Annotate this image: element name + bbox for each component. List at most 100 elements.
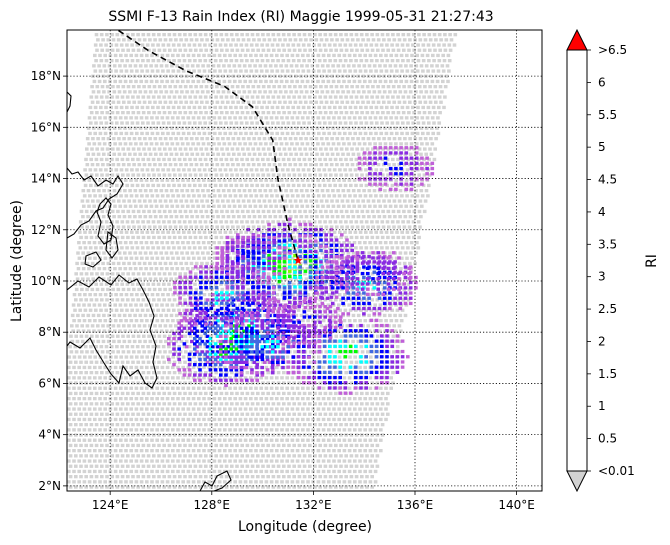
swath-pixel <box>343 59 348 63</box>
swath-pixel <box>385 220 390 224</box>
swath-pixel <box>118 241 123 245</box>
swath-pixel <box>264 417 269 422</box>
swath-pixel <box>87 241 92 245</box>
swath-pixel <box>129 376 133 380</box>
swath-pixel <box>305 126 309 130</box>
swath-pixel <box>226 324 230 328</box>
swath-pixel <box>299 152 304 156</box>
swath-pixel <box>108 178 112 182</box>
swath-pixel <box>200 38 204 42</box>
swath-pixel <box>143 199 147 203</box>
swath-pixel <box>183 48 188 52</box>
swath-pixel <box>140 43 145 47</box>
swath-pixel <box>148 199 152 203</box>
swath-pixel <box>297 59 301 63</box>
swath-pixel <box>354 360 359 364</box>
swath-pixel <box>263 313 267 318</box>
swath-pixel <box>148 313 153 318</box>
swath-pixel <box>275 53 279 58</box>
swath-pixel <box>434 90 439 94</box>
swath-pixel <box>222 204 226 208</box>
swath-pixel <box>252 38 256 42</box>
swath-pixel <box>247 199 251 203</box>
swath-pixel <box>74 391 78 396</box>
swath-pixel <box>214 402 218 406</box>
swath-pixel <box>165 407 170 411</box>
swath-pixel <box>172 371 177 375</box>
swath-pixel <box>182 246 187 250</box>
swath-pixel <box>295 386 300 390</box>
swath-pixel <box>398 339 402 344</box>
swath-pixel <box>170 303 175 307</box>
swath-pixel <box>256 381 260 385</box>
swath-pixel <box>328 183 332 188</box>
swath-pixel <box>153 324 157 328</box>
swath-pixel <box>67 407 71 411</box>
swath-pixel <box>146 282 150 286</box>
swath-pixel <box>139 386 144 390</box>
swath-pixel <box>337 194 342 198</box>
swath-pixel <box>300 126 304 130</box>
swath-pixel <box>155 365 159 370</box>
swath-pixel <box>178 147 183 151</box>
swath-pixel <box>235 85 240 89</box>
swath-pixel <box>141 402 146 406</box>
swath-pixel <box>212 319 217 323</box>
swath-pixel <box>346 215 350 219</box>
swath-pixel <box>280 293 285 297</box>
swath-pixel <box>178 287 183 292</box>
swath-pixel <box>191 365 196 370</box>
swath-pixel <box>241 261 246 266</box>
swath-pixel <box>168 100 173 104</box>
swath-pixel <box>193 111 198 115</box>
swath-pixel <box>115 423 120 427</box>
swath-pixel <box>126 272 130 276</box>
swath-pixel <box>156 183 161 188</box>
swath-pixel <box>379 105 384 110</box>
swath-pixel <box>233 376 237 380</box>
swath-pixel <box>136 272 141 276</box>
swath-pixel <box>126 298 130 302</box>
swath-pixel <box>173 287 178 292</box>
swath-pixel <box>181 397 185 401</box>
swath-pixel <box>251 85 256 89</box>
swath-pixel <box>401 298 406 302</box>
swath-pixel <box>374 194 378 198</box>
swath-pixel <box>176 355 181 359</box>
swath-pixel <box>212 397 217 401</box>
swath-pixel <box>337 407 341 411</box>
swath-pixel <box>111 261 116 266</box>
swath-pixel <box>214 173 219 177</box>
swath-pixel <box>256 287 261 292</box>
swath-pixel <box>106 261 111 266</box>
swath-pixel <box>288 38 293 42</box>
swath-pixel <box>109 308 114 312</box>
swath-pixel <box>396 157 400 162</box>
swath-pixel <box>430 142 435 146</box>
swath-pixel <box>122 339 127 344</box>
swath-pixel <box>377 215 382 219</box>
swath-pixel <box>182 345 187 349</box>
swath-pixel <box>152 360 156 364</box>
swath-pixel <box>90 100 95 104</box>
swath-pixel <box>163 350 167 354</box>
swath-pixel <box>264 204 268 208</box>
swath-pixel <box>198 183 202 188</box>
swath-pixel <box>72 397 76 401</box>
swath-pixel <box>127 225 131 229</box>
swath-pixel <box>306 178 310 182</box>
swath-pixel <box>132 199 137 203</box>
swath-pixel <box>417 48 422 52</box>
swath-pixel <box>114 256 118 260</box>
swath-pixel <box>412 85 417 89</box>
swath-pixel <box>172 121 176 125</box>
swath-pixel <box>224 412 229 416</box>
swath-pixel <box>251 225 256 229</box>
swath-pixel <box>266 111 271 115</box>
swath-pixel <box>118 126 122 130</box>
swath-pixel <box>94 308 98 312</box>
swath-pixel <box>203 282 208 286</box>
swath-pixel <box>249 365 253 370</box>
swath-pixel <box>100 423 104 427</box>
swath-pixel <box>97 142 102 146</box>
